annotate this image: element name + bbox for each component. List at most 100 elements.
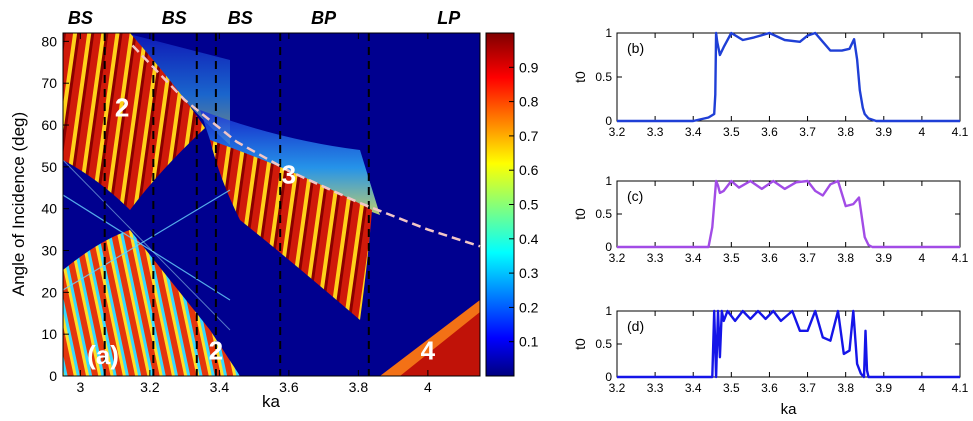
x-tick-label: 3.3 [647, 381, 664, 395]
y-tick-label: 0 [605, 370, 612, 384]
y-tick-label: 0.5 [595, 337, 612, 351]
y-tick-label-a: 30 [41, 243, 57, 259]
y-axis-label: t0 [572, 338, 588, 350]
x-tick-label: 3.3 [647, 251, 664, 265]
colorbar-ticks: 0.1 0.2 0.3 0.4 0.5 0.6 0.7 0.8 0.9 [509, 59, 539, 350]
y-tick-label-a: 10 [41, 326, 57, 342]
colorbar-tick-label: 0.7 [519, 128, 539, 144]
y-axis-label-a: Angle of Incidence (deg) [9, 112, 28, 296]
heatmap-crossing-line-1 [63, 194, 231, 301]
heatmap-crossing-line-3 [63, 159, 231, 331]
heatmap-region-3 [210, 140, 372, 320]
y-tick-label-a: 50 [41, 159, 57, 175]
x-tick-label: 3.6 [761, 125, 778, 139]
x-tick-label: 3.5 [723, 381, 740, 395]
heatmap-region-lower-left [63, 230, 240, 376]
x-tick-label-a: 3.2 [140, 379, 160, 395]
y-tick-label-a: 70 [41, 75, 57, 91]
region-label-1: 3 [282, 160, 296, 190]
x-tick-label-a: 4 [424, 379, 432, 395]
x-tick-label: 3.4 [685, 251, 702, 265]
colorbar-tick-label: 0.8 [519, 94, 539, 110]
panel-label: (d) [627, 318, 644, 334]
y-tick-label-a: 20 [41, 284, 57, 300]
x-tick-label: 3.9 [875, 125, 892, 139]
y-tick-label-a: 40 [41, 201, 57, 217]
x-tick-label: 3.5 [723, 251, 740, 265]
x-tick-label: 3.3 [647, 125, 664, 139]
band-label-3: BP [311, 8, 337, 28]
band-label-2: BS [228, 8, 253, 28]
x-tick-label: 3.7 [799, 251, 816, 265]
colorbar-tick-label: 0.3 [519, 265, 539, 281]
region-labels: 2 3 2 4 [115, 93, 436, 366]
heatmap-frame [62, 32, 481, 377]
x-tick-label: 3.7 [799, 381, 816, 395]
x-tick-label: 3.2 [609, 125, 626, 139]
y-tick-label: 0 [605, 114, 612, 128]
y-tick-label: 0.5 [595, 207, 612, 221]
y-axis-label: t0 [572, 208, 588, 220]
x-tick-label: 3.6 [761, 251, 778, 265]
y-tick-label-a: 0 [49, 368, 57, 384]
line-panel-frame [616, 32, 961, 122]
x-tick-label: 3.2 [609, 381, 626, 395]
x-tick-label-a: 3 [76, 379, 84, 395]
x-tick-label: 4.1 [952, 125, 969, 139]
line-panels: 3.2 3.3 3.4 3.5 3.6 3.7 3.8 3.9 4 4.1 0 0.5 1 (b) t0 3.… [572, 26, 969, 418]
line-panel-d: 3.2 3.3 3.4 3.5 3.6 3.7 3.8 3.9 4 4.1 0 0.5 1 (d) t0 ka [572, 304, 969, 418]
line-panel-frame [616, 180, 961, 248]
y-tick-label: 1 [605, 304, 612, 318]
y-axis-ticks-a: 0 10 20 30 40 50 60 70 80 [41, 33, 69, 384]
heatmap-region-sky [200, 110, 380, 215]
y-tick-label: 1 [605, 26, 612, 40]
heatmap-region-4-edge [380, 300, 480, 376]
transmission-line [617, 31, 960, 123]
cutoff-curve [131, 44, 481, 248]
region-label-0: 2 [115, 93, 129, 123]
x-tick-label: 3.4 [685, 125, 702, 139]
x-tick-label-a: 3.4 [210, 379, 230, 395]
colorbar-tick-label: 0.4 [519, 231, 539, 247]
x-tick-label: 4 [919, 125, 926, 139]
x-tick-label-a: 3.8 [349, 379, 369, 395]
x-tick-label: 3.7 [799, 125, 816, 139]
y-tick-label: 1 [605, 174, 612, 188]
colorbar-tick-label: 0.2 [519, 299, 539, 315]
y-tick-label: 0 [605, 240, 612, 254]
line-panel-b: 3.2 3.3 3.4 3.5 3.6 3.7 3.8 3.9 4 4.1 0 0.5 1 (b) t0 [572, 26, 969, 139]
x-tick-label: 3.8 [837, 125, 854, 139]
colorbar-tick-label: 0.1 [519, 334, 539, 350]
transmission-line [617, 179, 960, 249]
y-tick-label-a: 80 [41, 33, 57, 49]
x-tick-label: 3.2 [609, 251, 626, 265]
band-label-0: BS [68, 8, 93, 28]
colorbar-tick-label: 0.5 [519, 197, 539, 213]
heatmap-crossing-line-2 [63, 189, 231, 291]
x-axis-label-a: ka [262, 392, 281, 411]
band-label-4: LP [437, 8, 461, 28]
x-tick-label: 3.8 [837, 251, 854, 265]
region-label-3: 4 [421, 335, 436, 365]
panel-label: (c) [627, 188, 643, 204]
heatmap-region-2-upper [63, 33, 205, 210]
band-label-1: BS [162, 8, 187, 28]
y-axis-label: t0 [572, 71, 588, 83]
x-tick-label: 3.9 [875, 381, 892, 395]
transmission-line [617, 309, 960, 379]
x-tick-label: 3.6 [761, 381, 778, 395]
band-labels: BS BS BS BP LP [68, 8, 461, 28]
panel-label: (b) [627, 40, 644, 56]
x-axis-label: ka [781, 401, 798, 418]
dashed-vertical-lines [103, 33, 370, 376]
x-tick-label-a: 3.6 [279, 379, 299, 395]
x-tick-label: 4 [919, 251, 926, 265]
panel-label-a: (a) [87, 340, 119, 370]
x-tick-label: 4.1 [952, 251, 969, 265]
x-tick-label: 4.1 [952, 381, 969, 395]
colorbar-tick-label: 0.9 [519, 59, 539, 75]
region-label-2: 2 [209, 335, 223, 365]
y-tick-label: 0.5 [595, 70, 612, 84]
